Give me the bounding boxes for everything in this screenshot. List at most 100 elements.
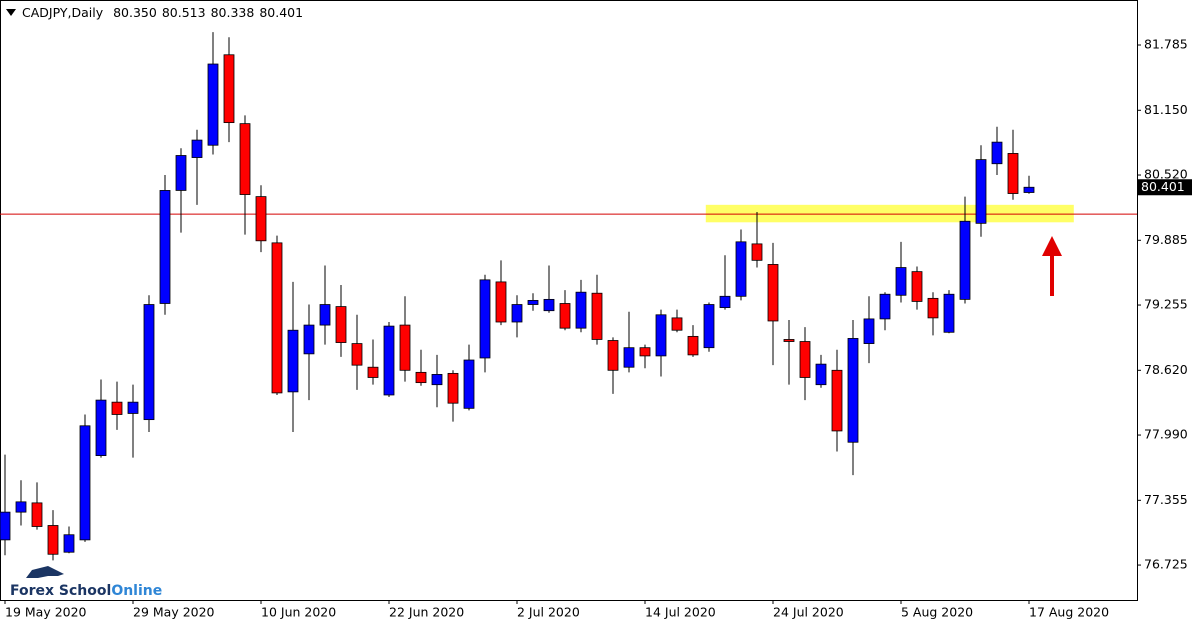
candle-body [287, 329, 299, 393]
candle-body [47, 525, 59, 555]
y-tick-label: 77.355 [1144, 492, 1188, 507]
y-tick-label: 78.620 [1144, 362, 1188, 377]
low-label: 80.338 [211, 5, 255, 20]
candle-body [431, 374, 443, 386]
candle-body [367, 366, 379, 378]
logo-text: Forex SchoolOnline [10, 583, 162, 599]
candle-body [799, 341, 811, 378]
menu-triangle [6, 9, 16, 16]
candle-body [383, 325, 395, 396]
candle-body [239, 123, 251, 195]
candle-body [319, 304, 331, 326]
symbol-label: CADJPY,Daily [22, 5, 104, 20]
candle-body [1007, 153, 1019, 194]
candle-body [671, 317, 683, 331]
candle-body [991, 141, 1003, 165]
candle-body [111, 401, 123, 415]
candle-body [31, 502, 43, 527]
candle-body [767, 264, 779, 322]
zone [705, 204, 1074, 223]
candle-body [927, 297, 939, 319]
price-box [1138, 179, 1192, 196]
candle-body [351, 343, 363, 366]
candle-body [783, 339, 795, 342]
candle-body [959, 220, 971, 300]
chart-header: CADJPY,Daily 80.350 80.513 80.338 80.401 [22, 5, 303, 20]
candle-body [335, 306, 347, 343]
candle-body [879, 293, 891, 320]
logo: Forex SchoolOnline [10, 566, 162, 599]
candle-body [79, 425, 91, 541]
candle-body [95, 399, 107, 457]
candle-body [511, 304, 523, 323]
y-tick-label: 79.255 [1144, 297, 1188, 312]
axis-layer: 76.725 77.355 77.990 78.620 79.255 79.885 80.5… [4, 37, 1192, 620]
arrow-head [1042, 236, 1062, 256]
candle-body [975, 159, 987, 224]
candle-body [719, 295, 731, 309]
plot-frame [0, 0, 1138, 601]
candle-body [559, 303, 571, 329]
candle-body [847, 338, 859, 443]
candle-body [831, 369, 843, 432]
x-tick-label: 29 May 2020 [133, 605, 215, 620]
candle-body [495, 281, 507, 323]
arrow [1042, 236, 1062, 296]
candle-body [895, 267, 907, 296]
y-tick-label: 81.785 [1144, 37, 1188, 52]
close-label: 80.401 [259, 5, 303, 20]
y-tick-label: 80.520 [1144, 167, 1188, 182]
candle-body [479, 279, 491, 359]
candle-body [943, 293, 955, 333]
y-tick-label: 77.990 [1144, 427, 1188, 442]
candle-body [543, 298, 555, 312]
x-tick-label: 10 Jun 2020 [261, 605, 336, 620]
candle-body [127, 401, 139, 414]
candle-body [0, 511, 11, 541]
candle-body [623, 347, 635, 368]
candle-body [303, 324, 315, 355]
x-tick-label: 19 May 2020 [5, 605, 87, 620]
candle-body [191, 139, 203, 158]
candle-body [175, 155, 187, 191]
candle-body [159, 190, 171, 304]
open-label: 80.350 [113, 5, 157, 20]
candle-body [63, 534, 75, 553]
candle-body [703, 304, 715, 349]
x-tick-label: 14 Jul 2020 [645, 605, 716, 620]
x-tick-label: 5 Aug 2020 [901, 605, 973, 620]
candle-body [575, 291, 587, 329]
x-tick-label: 2 Jul 2020 [517, 605, 580, 620]
x-tick-label: 22 Jun 2020 [389, 605, 464, 620]
logo-icon [26, 566, 64, 578]
candle-body [527, 300, 539, 305]
candle-body [639, 347, 651, 357]
candle-body [463, 359, 475, 409]
candle-body [15, 501, 27, 513]
price-label: 80.401 [1141, 179, 1185, 194]
candle-body [607, 340, 619, 371]
y-tick-label: 79.885 [1144, 232, 1188, 247]
high-label: 80.513 [162, 5, 206, 20]
candle-body [735, 241, 747, 297]
y-tick-label: 81.150 [1144, 102, 1188, 117]
candle-body [815, 363, 827, 386]
logo-part: Online [111, 583, 162, 599]
candle-body [751, 243, 763, 261]
candle-body [223, 54, 235, 124]
candle-body [591, 292, 603, 340]
y-tick-label: 76.725 [1144, 557, 1188, 572]
candle-body [143, 304, 155, 421]
logo-part: Forex School [10, 583, 111, 599]
candle-body [687, 335, 699, 356]
candle-body [447, 372, 459, 404]
candle-body [271, 242, 283, 394]
candle-body [1023, 186, 1035, 193]
x-tick-label: 24 Jul 2020 [773, 605, 844, 620]
candle-body [415, 371, 427, 384]
x-tick-label: 17 Aug 2020 [1029, 605, 1109, 620]
candle-body [655, 314, 667, 357]
candle-body [399, 324, 411, 371]
